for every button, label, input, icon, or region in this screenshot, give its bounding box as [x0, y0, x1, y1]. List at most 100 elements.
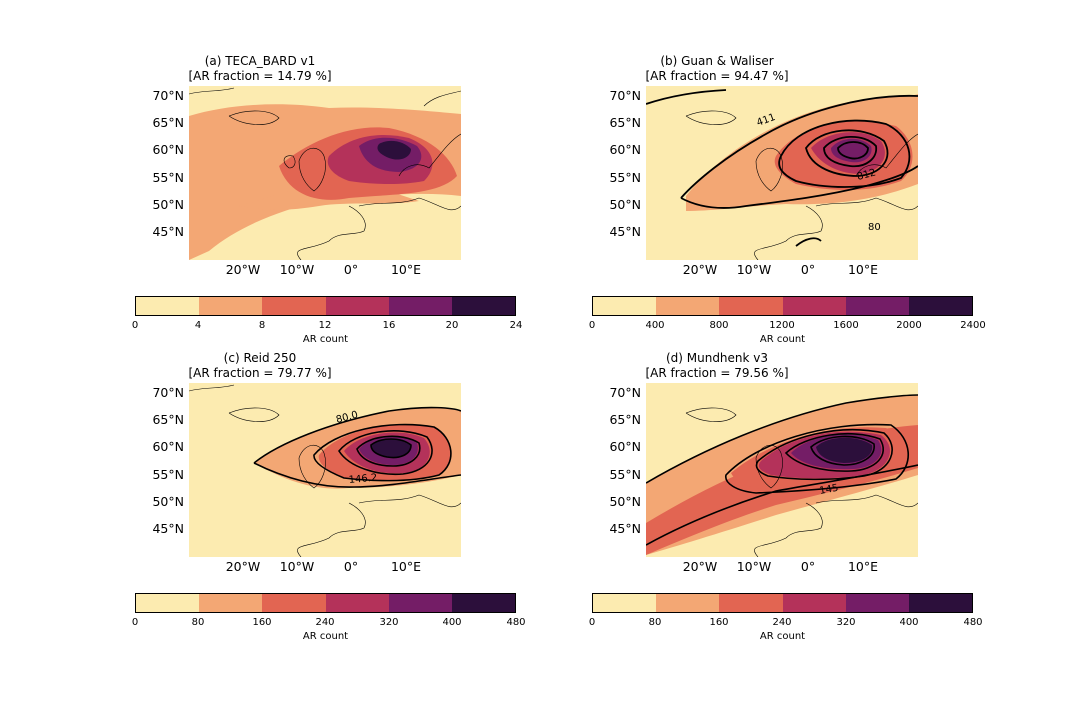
colorbar-label: AR count: [759, 631, 806, 642]
lat-label: 45°N: [609, 224, 641, 239]
lon-label: 10°W: [736, 262, 772, 277]
colorbar-segment: [593, 297, 657, 315]
lat-label: 55°N: [609, 467, 641, 482]
colorbar-segment: [388, 594, 452, 612]
lon-label: 0°: [800, 559, 816, 574]
colorbar-segment: [656, 594, 720, 612]
colorbar-tick: 480: [963, 617, 983, 628]
colorbar-tick: 400: [645, 320, 665, 331]
colorbar-segment: [199, 594, 263, 612]
colorbar-segment: [719, 594, 783, 612]
lon-label: 10°E: [847, 262, 879, 277]
lat-label: 50°N: [152, 494, 184, 509]
map-d: 145: [646, 383, 918, 557]
lat-label: 50°N: [609, 494, 641, 509]
colorbar-segment: [199, 297, 263, 315]
colorbar: [135, 593, 516, 613]
colorbar-tick: 400: [899, 617, 919, 628]
colorbar-label: AR count: [302, 334, 349, 345]
lat-label: 65°N: [152, 412, 184, 427]
lat-label: 50°N: [609, 197, 641, 212]
lat-label: 45°N: [609, 521, 641, 536]
colorbar-tick: 20: [445, 320, 459, 331]
colorbar-tick: 320: [379, 617, 399, 628]
colorbar-tick: 24: [509, 320, 523, 331]
lat-label: 45°N: [152, 224, 184, 239]
colorbar-segment: [908, 594, 973, 612]
lat-label: 70°N: [609, 88, 641, 103]
colorbar-tick: 80: [648, 617, 662, 628]
colorbar-tick: 80: [191, 617, 205, 628]
colorbar-tick: 16: [382, 320, 396, 331]
lat-label: 60°N: [152, 142, 184, 157]
map-a: [189, 86, 461, 260]
colorbar-segment: [845, 297, 909, 315]
colorbar-tick: 0: [131, 320, 139, 331]
colorbar-segment: [782, 594, 846, 612]
contour-label: 145: [819, 483, 840, 497]
colorbar-segment: [451, 594, 516, 612]
panel-d: (d) Mundhenk v3 [AR fraction = 79.56 %]: [457, 297, 983, 642]
colorbar-segment: [845, 594, 909, 612]
colorbar-segment: [388, 297, 452, 315]
colorbar-tick: 0: [588, 320, 596, 331]
panel-a: (a) TECA_BARD v1 [AR fraction = 14.79 %]…: [0, 0, 523, 345]
lat-label: 60°N: [609, 142, 641, 157]
lat-label: 60°N: [152, 439, 184, 454]
lon-label: 20°W: [225, 559, 261, 574]
colorbar-tick: 240: [315, 617, 335, 628]
lon-label: 20°W: [682, 262, 718, 277]
lat-label: 70°N: [609, 385, 641, 400]
colorbar-tick: 400: [442, 617, 462, 628]
colorbar-tick: 2400: [960, 320, 986, 331]
lon-label: 20°W: [682, 559, 718, 574]
panel-subtitle-text: [AR fraction = 79.77 %]: [188, 366, 332, 380]
lat-label: 70°N: [152, 385, 184, 400]
colorbar-segment: [325, 594, 389, 612]
lat-label: 45°N: [152, 521, 184, 536]
panel-title-text: (c) Reid 250: [223, 351, 297, 365]
panel-title-text: (d) Mundhenk v3: [665, 351, 769, 365]
colorbar: [592, 593, 973, 613]
colorbar-tick: 320: [836, 617, 856, 628]
colorbar-label: AR count: [302, 631, 349, 642]
colorbar-tick: 4: [194, 320, 202, 331]
map-b: 411 812 80: [646, 86, 918, 260]
colorbar-tick: 2000: [896, 320, 922, 331]
lon-label: 10°W: [279, 559, 315, 574]
lon-label: 20°W: [225, 262, 261, 277]
lat-label: 70°N: [152, 88, 184, 103]
colorbar-tick: 240: [772, 617, 792, 628]
panel-subtitle-text: [AR fraction = 79.56 %]: [645, 366, 789, 380]
colorbar-tick: 160: [252, 617, 272, 628]
panel-c: (c) Reid 250 [AR fraction = 79.77 %]: [0, 297, 526, 642]
lat-label: 55°N: [152, 170, 184, 185]
panel-b: (b) Guan & Waliser [AR fraction = 94.47 …: [457, 0, 986, 345]
colorbar-tick: 0: [588, 617, 596, 628]
lon-label: 10°E: [847, 559, 879, 574]
colorbar-tick: 480: [506, 617, 526, 628]
panel-title: (c) Reid 250 [AR fraction = 79.77 %]: [0, 351, 520, 381]
panel-title: (a) TECA_BARD v1 [AR fraction = 14.79 %]: [0, 54, 520, 84]
colorbar-segment: [593, 594, 657, 612]
panel-title: (d) Mundhenk v3 [AR fraction = 79.56 %]: [457, 351, 977, 381]
colorbar-tick: 8: [258, 320, 266, 331]
lon-label: 10°E: [390, 262, 422, 277]
colorbar-segment: [325, 297, 389, 315]
colorbar-tick: 1200: [769, 320, 795, 331]
colorbar-tick: 1600: [833, 320, 859, 331]
colorbar-segment: [262, 594, 326, 612]
lon-label: 0°: [343, 262, 359, 277]
colorbar-segment: [262, 297, 326, 315]
panel-title-text: (a) TECA_BARD v1: [204, 54, 316, 68]
colorbar: [592, 296, 973, 316]
lat-label: 55°N: [609, 170, 641, 185]
contour-label: 146.2: [348, 473, 377, 486]
lon-label: 0°: [800, 262, 816, 277]
lat-label: 55°N: [152, 467, 184, 482]
colorbar-segment: [136, 297, 200, 315]
colorbar-tick: 800: [709, 320, 729, 331]
colorbar-segment: [908, 297, 973, 315]
lon-label: 0°: [343, 559, 359, 574]
lat-label: 65°N: [609, 115, 641, 130]
